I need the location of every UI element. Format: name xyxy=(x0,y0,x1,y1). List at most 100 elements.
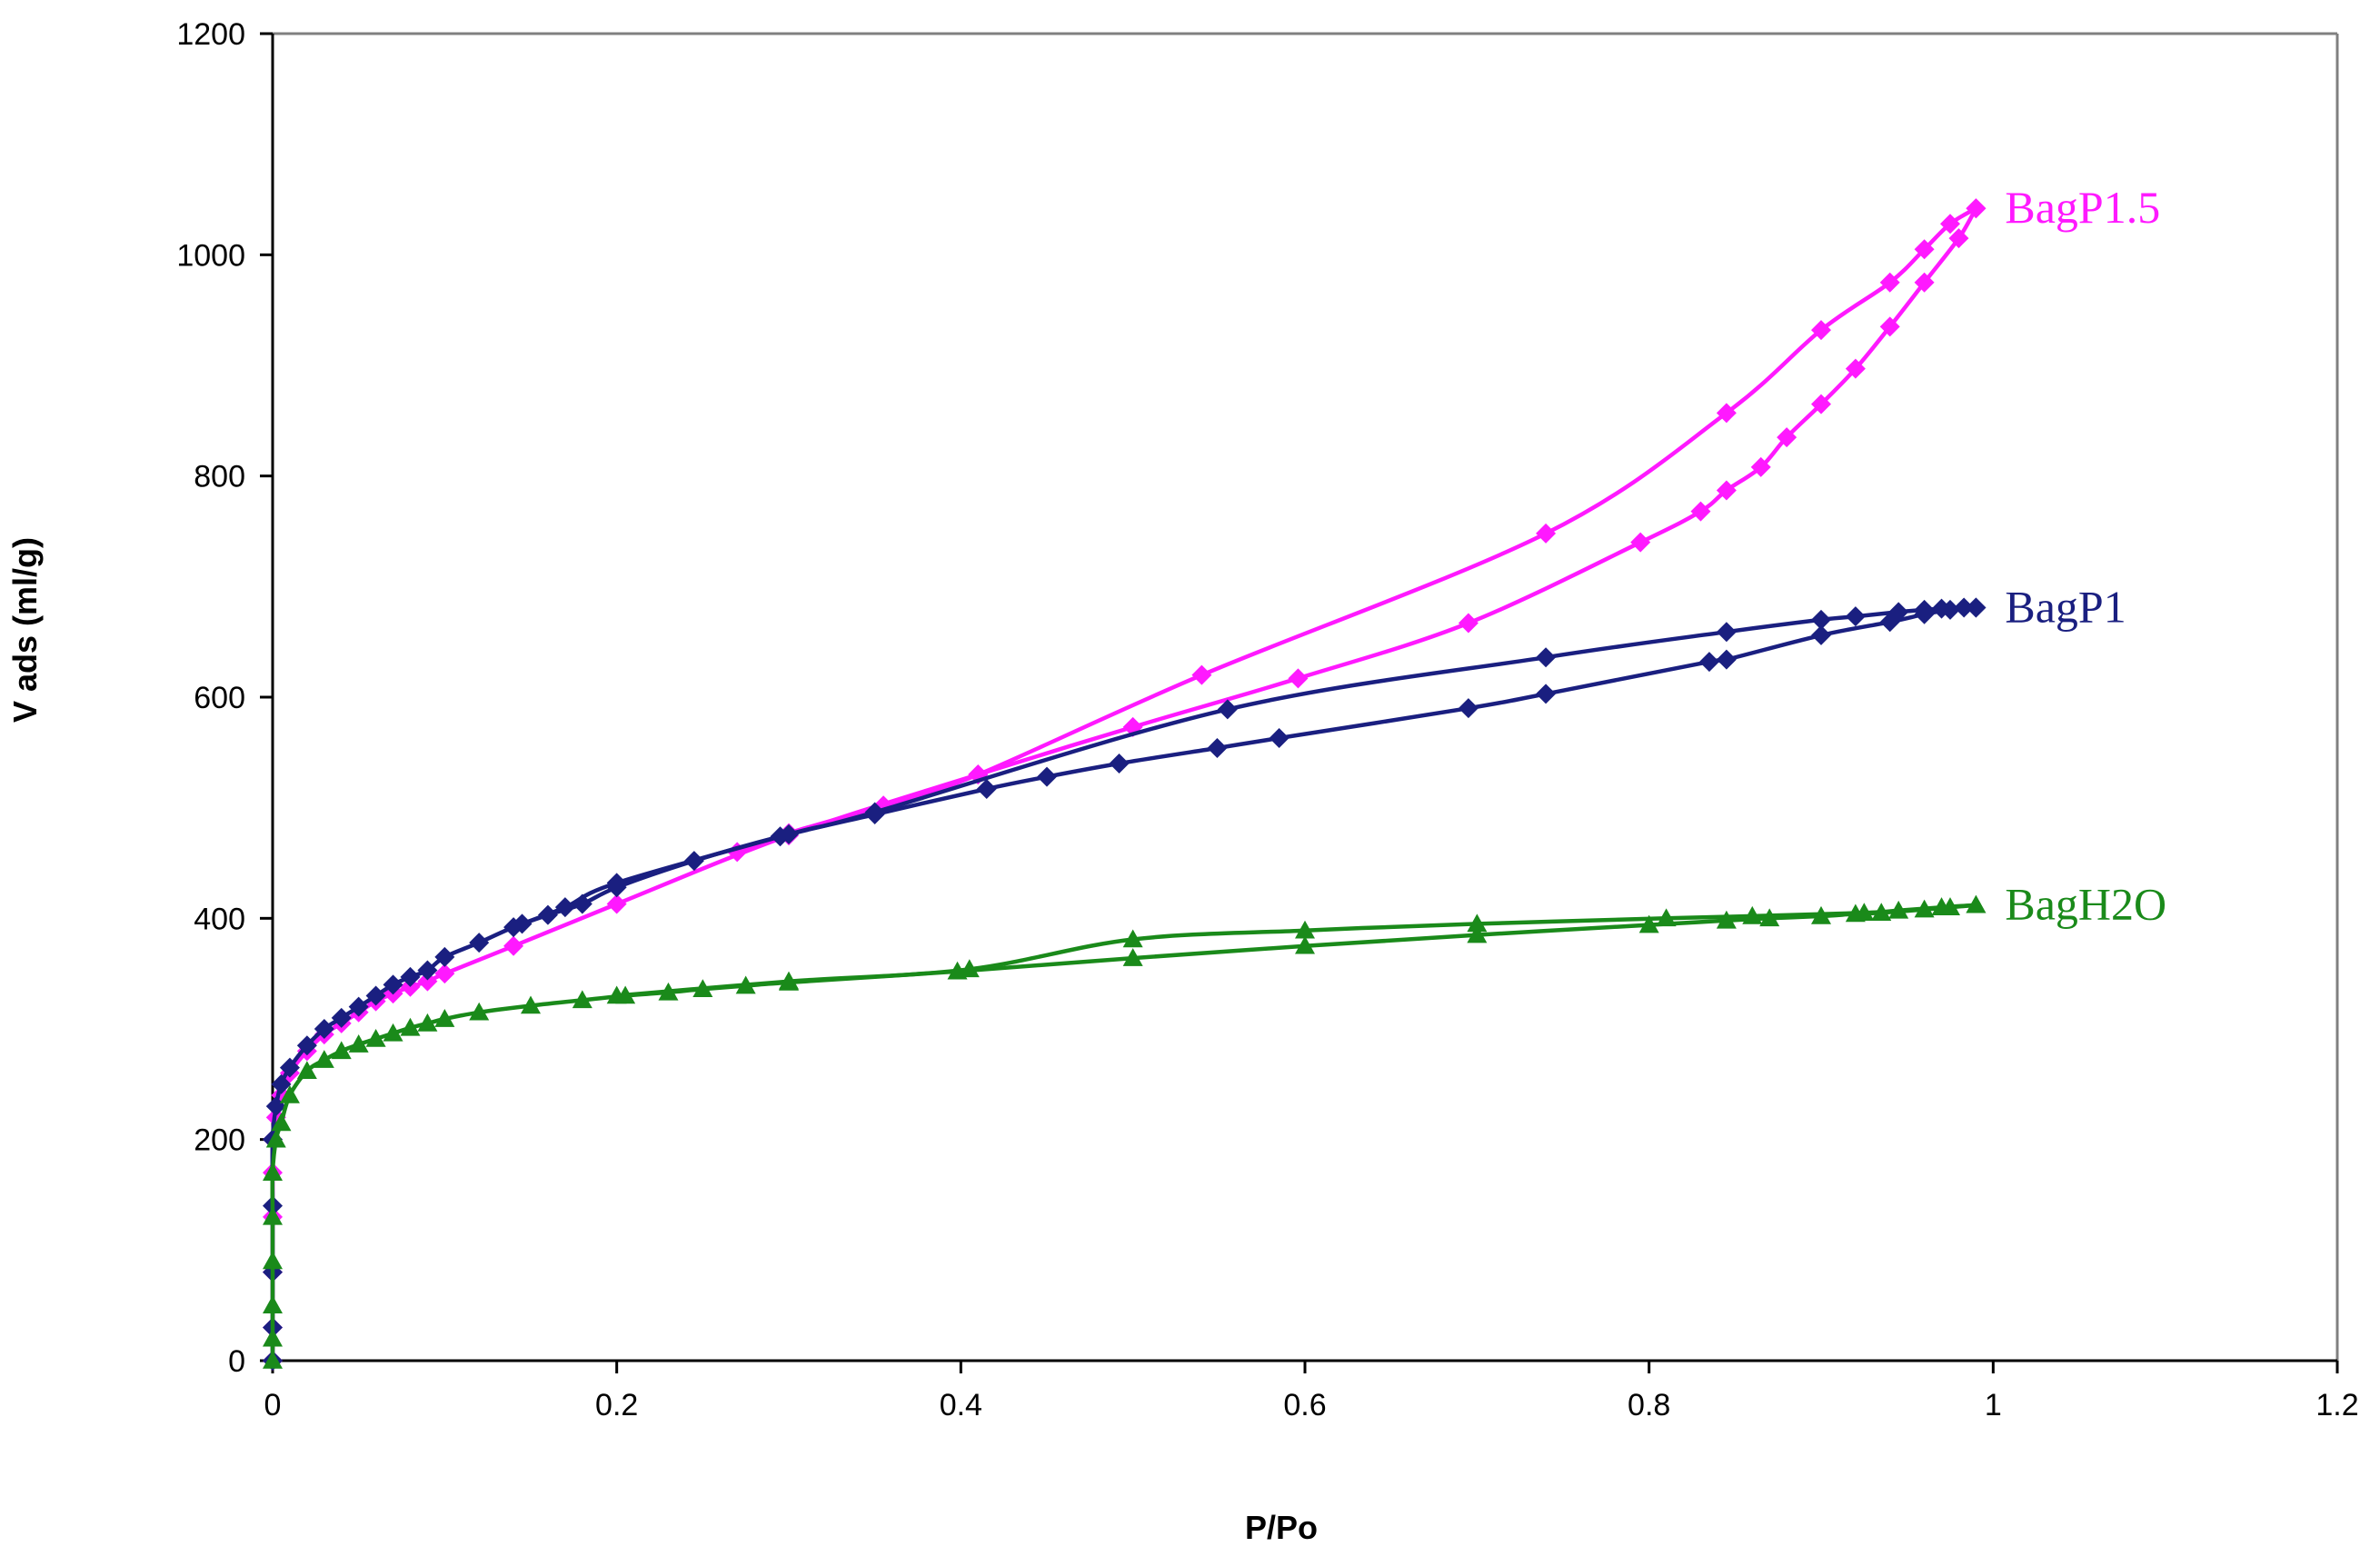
data-point-bagp1-5 xyxy=(1811,394,1831,414)
data-point-bagp1-5 xyxy=(503,935,524,956)
data-point-bagp1 xyxy=(1698,652,1719,673)
data-point-bagh2o xyxy=(1656,908,1677,927)
data-point-bagp1-5 xyxy=(1716,403,1737,424)
data-point-bagp1 xyxy=(1716,649,1737,670)
data-point-bagp1 xyxy=(348,996,369,1017)
data-point-bagp1-5 xyxy=(1948,228,1969,249)
axes: 0 0.2 0.4 0.6 0.8 1 1.2 0 200 400 600 800 1000 1200 xyxy=(176,17,2358,1422)
series-line-bagp1-5-adsorption xyxy=(270,207,1978,1362)
data-point-bagh2o xyxy=(1716,910,1737,929)
data-point-bagh2o xyxy=(735,975,756,994)
data-point-bagh2o xyxy=(1759,908,1780,927)
data-point-bagh2o xyxy=(400,1017,421,1036)
data-point-bagh2o xyxy=(1122,929,1143,948)
y-tick-label: 1200 xyxy=(176,17,245,52)
x-axis-title: P/Po xyxy=(1245,1509,1318,1546)
data-point-bagp1 xyxy=(1954,597,1975,618)
data-point-bagp1-5 xyxy=(1750,456,1771,477)
data-point-bagh2o xyxy=(314,1050,334,1068)
data-point-bagp1-5 xyxy=(1536,523,1557,544)
data-point-bagp1-5 xyxy=(606,893,627,914)
data-point-bagh2o xyxy=(1742,905,1763,924)
data-point-bagp1 xyxy=(279,1057,300,1078)
data-point-bagh2o xyxy=(1931,897,1952,915)
data-point-bagp1-5 xyxy=(1940,214,1960,235)
data-point-bagh2o xyxy=(1467,924,1488,943)
x-tick-label: 0.6 xyxy=(1283,1388,1326,1422)
data-point-bagp1 xyxy=(683,851,704,872)
data-point-bagp1-5 xyxy=(1879,316,1900,337)
data-point-bagp1-5 xyxy=(1914,272,1935,293)
series-line-bagp1-adsorption xyxy=(270,605,1977,1362)
series-line-bagh2o-adsorption xyxy=(270,903,1977,1362)
data-point-bagh2o xyxy=(365,1028,386,1047)
x-tick-label: 0.8 xyxy=(1628,1388,1670,1422)
data-point-bagh2o xyxy=(1914,899,1935,918)
x-tick-label: 0.2 xyxy=(595,1388,638,1422)
data-point-bagp1 xyxy=(331,1007,352,1028)
series-label-bagp1-5: BagP1.5 xyxy=(2005,182,2160,233)
data-point-bagh2o xyxy=(434,1009,455,1027)
data-point-bagp1 xyxy=(864,802,885,823)
data-point-bagp1 xyxy=(417,960,438,981)
data-point-bagp1 xyxy=(976,778,997,799)
data-point-bagp1 xyxy=(1217,699,1238,720)
data-point-bagh2o xyxy=(296,1061,317,1080)
data-point-bagp1-5 xyxy=(417,971,438,992)
data-point-bagh2o xyxy=(1871,903,1892,922)
data-point-bagp1 xyxy=(1037,766,1057,787)
data-point-bagh2o xyxy=(1122,948,1143,966)
data-point-bagh2o xyxy=(263,1328,283,1347)
series-group xyxy=(263,198,1987,1371)
data-point-bagp1 xyxy=(434,946,455,967)
data-point-bagh2o xyxy=(1966,894,1987,913)
data-point-bagp1 xyxy=(537,904,558,925)
data-point-bagp1 xyxy=(1811,624,1831,645)
data-point-bagh2o xyxy=(1467,913,1488,933)
x-tick-label: 0 xyxy=(264,1388,282,1422)
data-point-bagh2o xyxy=(959,959,980,978)
data-point-bagp1-5 xyxy=(1716,480,1737,501)
y-tick-label: 1000 xyxy=(176,238,245,273)
data-point-bagp1 xyxy=(1269,728,1290,749)
data-point-bagp1 xyxy=(296,1035,317,1056)
data-point-bagh2o xyxy=(1638,914,1659,933)
data-point-bagp1 xyxy=(1207,737,1228,758)
data-point-bagp1 xyxy=(512,913,533,934)
data-point-bagp1 xyxy=(365,985,386,1006)
data-point-bagp1 xyxy=(383,974,403,995)
data-point-bagh2o xyxy=(331,1041,352,1060)
data-point-bagh2o xyxy=(383,1023,403,1042)
data-point-bagp1 xyxy=(469,933,490,953)
data-point-bagh2o xyxy=(1888,900,1909,919)
x-tick-label: 1.2 xyxy=(2315,1388,2358,1422)
y-tick-label: 0 xyxy=(228,1344,245,1379)
data-point-bagh2o xyxy=(572,990,593,1009)
data-point-bagp1-5 xyxy=(434,963,455,984)
data-point-bagp1 xyxy=(572,893,593,914)
data-point-bagp1 xyxy=(1914,599,1935,620)
data-point-bagp1-5 xyxy=(1630,532,1651,553)
data-point-bagp1 xyxy=(1716,622,1737,643)
y-axis-title: V ads (ml/g) xyxy=(6,537,44,723)
y-tick-label: 200 xyxy=(194,1123,245,1158)
data-point-bagh2o xyxy=(469,1002,490,1021)
series-labels: BagP1.5 BagP1 BagH2O xyxy=(2005,182,2166,930)
data-point-bagp1-5 xyxy=(1458,613,1479,634)
data-point-bagh2o xyxy=(263,1295,283,1313)
data-point-bagp1-5 xyxy=(1845,358,1866,379)
series-bagh2o xyxy=(263,894,1987,1369)
series-label-bagh2o: BagH2O xyxy=(2005,879,2166,930)
data-point-bagp1 xyxy=(1109,754,1130,774)
data-point-bagh2o xyxy=(521,995,541,1014)
y-tick-label: 400 xyxy=(194,902,245,936)
data-point-bagp1 xyxy=(400,966,421,987)
data-point-bagh2o xyxy=(263,1251,283,1270)
y-tick-label: 600 xyxy=(194,681,245,715)
data-point-bagp1 xyxy=(1811,609,1831,630)
data-point-bagp1 xyxy=(1536,684,1557,704)
data-point-bagh2o xyxy=(1295,920,1315,939)
series-line-bagp1-5-desorption xyxy=(736,206,1977,854)
data-point-bagp1-5 xyxy=(1288,668,1309,689)
data-point-bagp1-5 xyxy=(1191,664,1212,685)
